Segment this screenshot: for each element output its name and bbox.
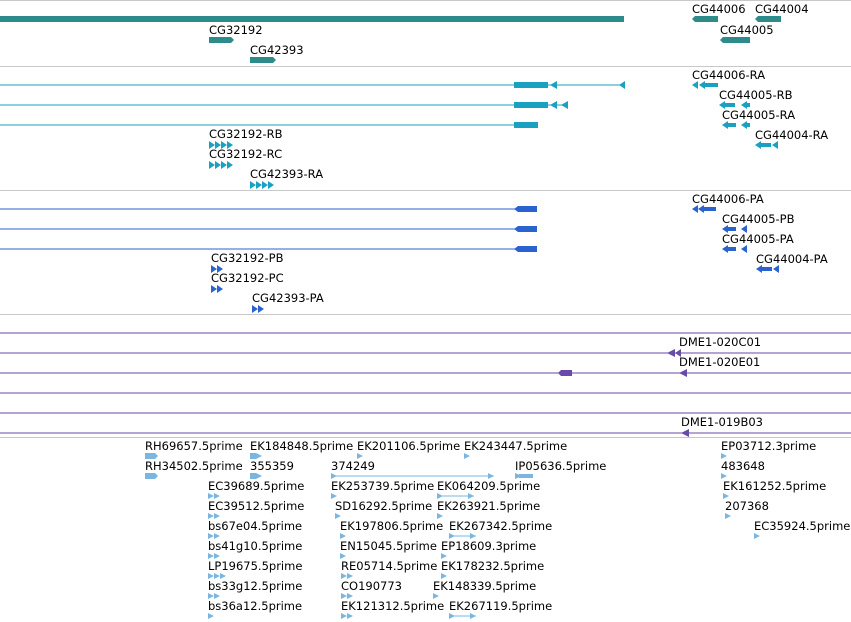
est-label[interactable]: bs41g10.5prime [208,539,303,553]
clone-label-DME1-020C01[interactable]: DME1-020C01 [679,335,762,349]
est-label[interactable]: EK184848.5prime [250,439,354,453]
track-separator [0,190,851,191]
est-label[interactable]: bs67e04.5prime [208,519,303,533]
gene-label-CG42393[interactable]: CG42393 [250,43,304,57]
est-label[interactable]: SD16292.5prime [335,499,433,513]
transcript-label-CG32192-RC[interactable]: CG32192-RC [209,147,283,161]
est-label[interactable]: EN15045.5prime [340,539,437,553]
protein-track-glyphs [0,205,779,313]
est-label[interactable]: LP19675.5prime [208,559,303,573]
transcript-label-CG44004-RA[interactable]: CG44004-RA [755,128,829,142]
track-separator [0,66,851,67]
est-track-glyphs [145,453,760,619]
est-label[interactable]: EP03712.3prime [721,439,817,453]
gene-CG42393[interactable] [250,57,276,63]
est-label[interactable]: EK267342.5prime [449,519,553,533]
clone-label-DME1-020E01[interactable]: DME1-020E01 [679,355,761,369]
gene-track-glyphs [0,16,781,63]
transcript-track-glyphs [0,81,778,189]
est-label[interactable]: EK121312.5prime [341,599,445,613]
transcript-label-CG44006-RA[interactable]: CG44006-RA [692,68,766,82]
clone-track-glyphs [0,332,851,437]
est-label[interactable]: RE05714.5prime [341,559,438,573]
est-label[interactable]: EC39689.5prime [208,479,305,493]
est-label[interactable]: EK197806.5prime [340,519,444,533]
est-label[interactable]: EC39512.5prime [208,499,305,513]
transcript-label-CG42393-RA[interactable]: CG42393-RA [250,167,324,181]
est-label[interactable]: EK148339.5prime [433,579,537,593]
est-label[interactable]: 483648 [721,459,765,473]
gene-label-CG44004[interactable]: CG44004 [755,2,809,16]
gene-label-CG32192[interactable]: CG32192 [209,23,263,37]
clone-label-DME1-019B03[interactable]: DME1-019B03 [681,415,763,429]
gene-bar-long[interactable] [0,16,624,22]
est-label[interactable]: EC35924.5prime [754,519,851,533]
est-label[interactable]: RH69657.5prime [145,439,243,453]
est-label[interactable]: EK201106.5prime [357,439,461,453]
est-label[interactable]: 207368 [725,499,769,513]
protein-label-CG44004-PA[interactable]: CG44004-PA [756,252,828,266]
est-label[interactable]: RH34502.5prime [145,459,243,473]
est-label[interactable]: EK243447.5prime [464,439,568,453]
gene-CG44005[interactable] [720,37,750,43]
track-separator [0,0,851,1]
est-label[interactable]: bs33g12.5prime [208,579,303,593]
est-label[interactable]: CO190773 [341,579,402,593]
track-separator [0,437,851,438]
est-label[interactable]: EK267119.5prime [449,599,553,613]
gene-CG32192[interactable] [209,37,234,43]
est-label[interactable]: EK064209.5prime [437,479,541,493]
est-label[interactable]: EK253739.5prime [331,479,435,493]
gene-CG44006[interactable] [692,16,718,22]
protein-label-CG32192-PC[interactable]: CG32192-PC [211,271,284,285]
transcript-label-CG44005-RA[interactable]: CG44005-RA [722,108,796,122]
transcript-label-CG44005-RB[interactable]: CG44005-RB [719,88,793,102]
gene-label-CG44006[interactable]: CG44006 [692,2,746,16]
protein-label-CG42393-PA[interactable]: CG42393-PA [252,291,324,305]
transcript-label-CG32192-RB[interactable]: CG32192-RB [209,127,283,141]
gene-CG44004[interactable] [755,16,781,22]
est-label[interactable]: 355359 [250,459,294,473]
est-label[interactable]: 374249 [331,459,375,473]
protein-label-CG32192-PB[interactable]: CG32192-PB [211,251,284,265]
est-label[interactable]: EK263921.5prime [437,499,541,513]
gene-label-CG44005[interactable]: CG44005 [720,23,774,37]
est-label[interactable]: bs36a12.5prime [208,599,303,613]
est-label[interactable]: EK178232.5prime [441,559,545,573]
est-label[interactable]: EK161252.5prime [723,479,827,493]
protein-label-CG44005-PA[interactable]: CG44005-PA [722,232,794,246]
protein-label-CG44006-PA[interactable]: CG44006-PA [692,192,764,206]
est-label[interactable]: EP18609.3prime [441,539,537,553]
est-label[interactable]: IP05636.5prime [515,459,607,473]
track-separator [0,314,851,315]
protein-label-CG44005-PB[interactable]: CG44005-PB [722,212,795,226]
